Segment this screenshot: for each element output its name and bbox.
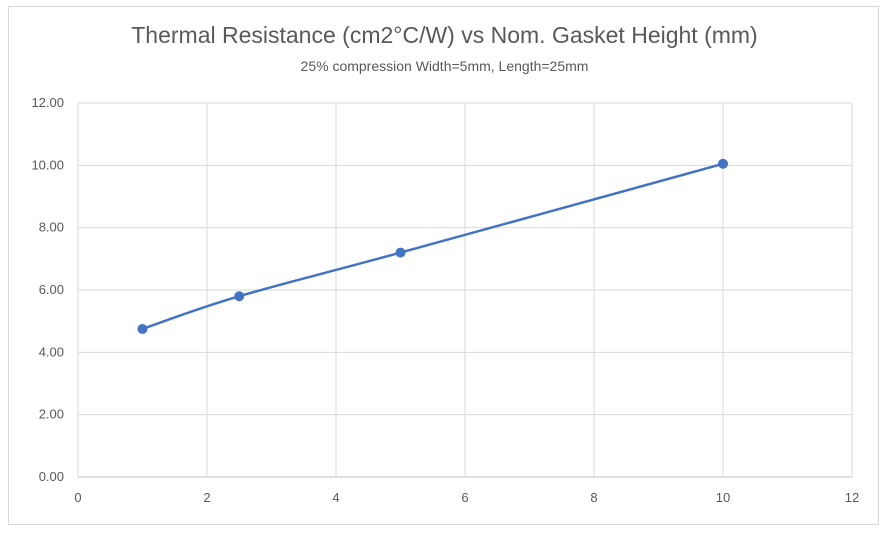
y-tick-label: 8.00: [39, 220, 64, 235]
data-point: [234, 291, 245, 302]
y-tick-label: 2.00: [39, 407, 64, 422]
grid-lines: [77, 102, 853, 478]
y-tick-label: 0.00: [39, 469, 64, 484]
x-tick-label: 12: [845, 490, 859, 505]
data-point: [718, 158, 728, 169]
series-layer: [137, 158, 728, 334]
x-tick-label: 2: [203, 490, 210, 505]
data-point: [395, 247, 406, 258]
chart-frame: [8, 6, 879, 525]
y-tick-label: 4.00: [39, 344, 64, 359]
x-tick-label: 8: [590, 490, 597, 505]
chart-title: Thermal Resistance (cm2°C/W) vs Nom. Gas…: [131, 22, 758, 48]
chart-subtitle: 25% compression Width=5mm, Length=25mm: [300, 58, 589, 74]
data-point: [137, 323, 148, 334]
x-tick-label: 0: [74, 490, 81, 505]
x-tick-label: 10: [716, 490, 730, 505]
y-tick-label: 12.00: [31, 95, 64, 110]
series-line: [141, 162, 725, 331]
x-tick-label: 6: [461, 490, 468, 505]
x-tick-label: 4: [332, 490, 339, 505]
y-tick-label: 10.00: [31, 157, 64, 172]
y-axis-ticks: 0.00 2.00 4.00 6.00 8.00 10.00 12.00: [31, 95, 64, 484]
x-axis-ticks: 0 2 4 6 8 10 12: [74, 490, 859, 505]
y-tick-label: 6.00: [39, 282, 64, 297]
